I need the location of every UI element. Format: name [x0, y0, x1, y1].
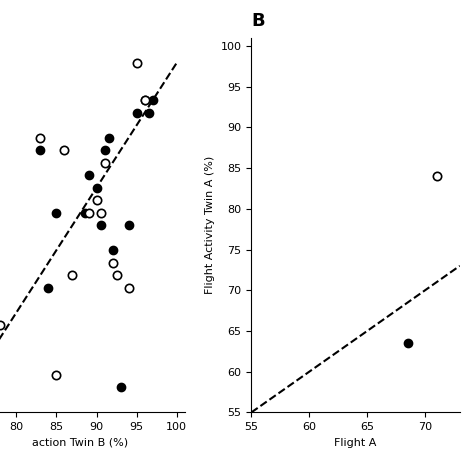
- X-axis label: action Twin B (%): action Twin B (%): [32, 438, 128, 447]
- X-axis label: Flight A: Flight A: [334, 438, 377, 447]
- Text: B: B: [251, 12, 265, 30]
- Y-axis label: Flight Activity Twin A (%): Flight Activity Twin A (%): [205, 156, 215, 294]
